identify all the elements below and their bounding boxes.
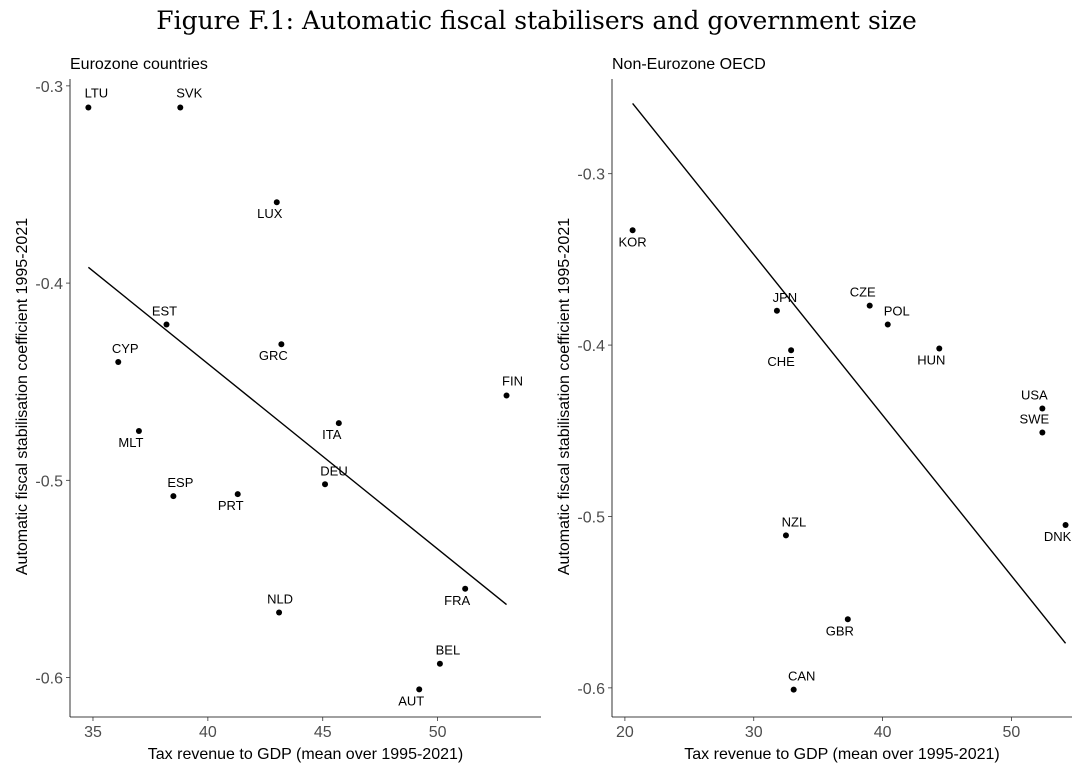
point-label-jpn: JPN — [773, 290, 798, 305]
point-label-prt: PRT — [218, 498, 244, 513]
x-tick-label: 30 — [745, 724, 763, 741]
point-esp — [170, 493, 176, 499]
point-cze — [867, 303, 873, 309]
point-label-usa: USA — [1021, 387, 1048, 402]
point-label-cyp: CYP — [112, 341, 139, 356]
point-che — [788, 347, 794, 353]
y-axis-label: Automatic fiscal stabilisation coefficie… — [14, 218, 31, 575]
y-tick-label: -0.4 — [35, 276, 63, 293]
point-pol — [885, 322, 891, 328]
x-tick-label: 50 — [1003, 724, 1021, 741]
point-bel — [437, 661, 443, 667]
point-prt — [235, 491, 241, 497]
x-tick-label: 40 — [199, 724, 217, 741]
panel-non-eurozone: Non-Eurozone OECD -0.3 -0.4 -0.5 -0.6 20 30 40 5… — [556, 56, 1072, 763]
x-tick-label: 40 — [874, 724, 892, 741]
x-tick-label: 50 — [429, 724, 447, 741]
x-axis-label: Tax revenue to GDP (mean over 1995-2021) — [148, 746, 463, 763]
point-label-fra: FRA — [444, 593, 470, 608]
point-label-grc: GRC — [259, 348, 288, 363]
point-dnk — [1063, 522, 1069, 528]
point-label-est: EST — [152, 304, 177, 319]
point-nld — [276, 609, 282, 615]
point-lux — [274, 199, 280, 205]
point-ltu — [85, 105, 91, 111]
x-tick-label: 35 — [84, 724, 102, 741]
point-label-kor: KOR — [619, 234, 647, 249]
fit-line — [633, 103, 1066, 643]
point-label-mlt: MLT — [118, 435, 143, 450]
y-tick-label: -0.4 — [577, 338, 605, 355]
point-mlt — [136, 428, 142, 434]
point-swe — [1039, 429, 1045, 435]
point-label-che: CHE — [767, 354, 795, 369]
point-can — [791, 687, 797, 693]
point-label-can: CAN — [788, 669, 815, 684]
panel-title-non-eurozone: Non-Eurozone OECD — [612, 56, 766, 73]
y-axis-label: Automatic fiscal stabilisation coefficie… — [556, 218, 573, 575]
x-tick-label: 45 — [314, 724, 332, 741]
point-label-svk: SVK — [176, 86, 202, 101]
y-tick-label: -0.6 — [35, 671, 63, 688]
point-aut — [416, 686, 422, 692]
point-deu — [322, 481, 328, 487]
y-tick-label: -0.6 — [577, 681, 605, 698]
point-fin — [504, 393, 510, 399]
point-label-gbr: GBR — [826, 623, 854, 638]
point-label-hun: HUN — [917, 353, 945, 368]
point-label-pol: POL — [884, 304, 910, 319]
x-tick-label: 20 — [616, 724, 634, 741]
point-label-deu: DEU — [320, 463, 347, 478]
point-gbr — [845, 616, 851, 622]
point-label-nzl: NZL — [782, 514, 807, 529]
point-svk — [177, 105, 183, 111]
point-est — [163, 322, 169, 328]
point-nzl — [783, 532, 789, 538]
y-tick-label: -0.5 — [35, 473, 63, 490]
point-label-fin: FIN — [502, 374, 523, 389]
point-cyp — [115, 359, 121, 365]
point-label-nld: NLD — [267, 591, 293, 606]
point-jpn — [774, 308, 780, 314]
point-label-ita: ITA — [322, 427, 342, 442]
y-tick-label: -0.3 — [35, 79, 63, 96]
point-label-swe: SWE — [1020, 411, 1050, 426]
point-label-ltu: LTU — [85, 86, 109, 101]
panel-title-eurozone: Eurozone countries — [70, 56, 208, 73]
point-label-dnk: DNK — [1044, 529, 1072, 544]
point-label-esp: ESP — [167, 475, 193, 490]
panel-eurozone: Eurozone countries -0.3 -0.4 -0.5 -0.6 35 40 45… — [14, 56, 541, 763]
point-label-lux: LUX — [257, 206, 283, 221]
point-label-cze: CZE — [850, 285, 876, 300]
point-kor — [630, 227, 636, 233]
point-label-bel: BEL — [436, 643, 461, 658]
x-axis-label: Tax revenue to GDP (mean over 1995-2021) — [684, 746, 999, 763]
point-grc — [278, 341, 284, 347]
point-ita — [336, 420, 342, 426]
point-fra — [462, 586, 468, 592]
point-hun — [936, 346, 942, 352]
point-label-aut: AUT — [398, 693, 424, 708]
y-tick-label: -0.3 — [577, 167, 605, 184]
y-tick-label: -0.5 — [577, 509, 605, 526]
